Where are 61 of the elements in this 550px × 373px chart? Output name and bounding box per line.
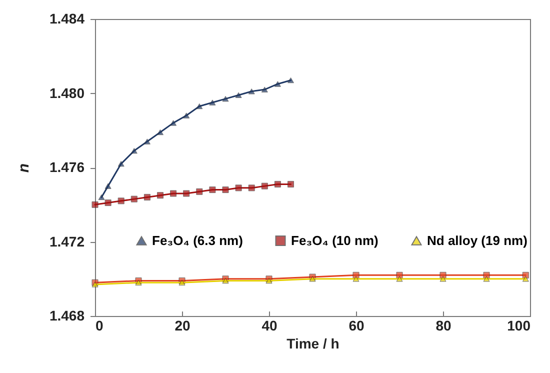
point (440, 272, 446, 278)
point (274, 81, 281, 87)
point (130, 196, 138, 202)
point (183, 190, 190, 197)
point (248, 88, 255, 94)
point (118, 160, 124, 167)
y-tick-label: 1.468 (49, 308, 85, 324)
point (235, 92, 242, 98)
point (261, 86, 268, 92)
point (157, 192, 164, 199)
point (135, 280, 142, 286)
x-axis-title: Time / h (286, 336, 340, 352)
point (261, 182, 268, 190)
point (309, 276, 316, 282)
point (483, 272, 490, 278)
point (196, 188, 203, 195)
point (352, 276, 360, 282)
point (157, 129, 164, 136)
point (196, 103, 203, 110)
legend-label: Fe₃O₄ (10 nm) (291, 232, 378, 248)
point (170, 190, 177, 197)
legend-label: Nd alloy (19 nm) (427, 232, 528, 248)
point (130, 148, 138, 154)
x-tick-label: 20 (174, 318, 190, 334)
point (288, 77, 294, 84)
x-tick-label: 80 (436, 318, 452, 334)
point (248, 184, 255, 192)
point (396, 276, 403, 282)
x-tick-label: 60 (348, 318, 364, 334)
x-tick-label: 100 (507, 318, 531, 334)
point (144, 138, 150, 144)
y-axis-title: n (15, 163, 32, 173)
point (183, 112, 190, 118)
point (440, 276, 446, 282)
point (92, 201, 98, 208)
point (144, 194, 150, 200)
point (352, 272, 360, 278)
point (522, 276, 529, 282)
point (222, 96, 229, 102)
point (118, 198, 124, 204)
y-tick-label: 1.476 (49, 159, 85, 175)
point (104, 183, 112, 189)
x-tick-label: 0 (96, 318, 104, 334)
point (178, 280, 186, 286)
x-tick-label: 40 (262, 318, 278, 334)
y-tick-label: 1.480 (49, 84, 85, 101)
point (235, 184, 242, 192)
point (483, 276, 490, 282)
point (222, 186, 229, 194)
point (98, 194, 105, 200)
y-tick-label: 1.484 (49, 10, 85, 26)
point (170, 120, 177, 126)
y-tick-label: 1.472 (49, 233, 85, 250)
point (92, 282, 98, 288)
point (209, 100, 216, 106)
point (288, 180, 294, 188)
point (104, 200, 112, 206)
point (274, 180, 281, 188)
legend-label: Fe₃O₄ (6.3 nm) (152, 232, 243, 248)
point (209, 186, 216, 194)
point (396, 272, 403, 278)
